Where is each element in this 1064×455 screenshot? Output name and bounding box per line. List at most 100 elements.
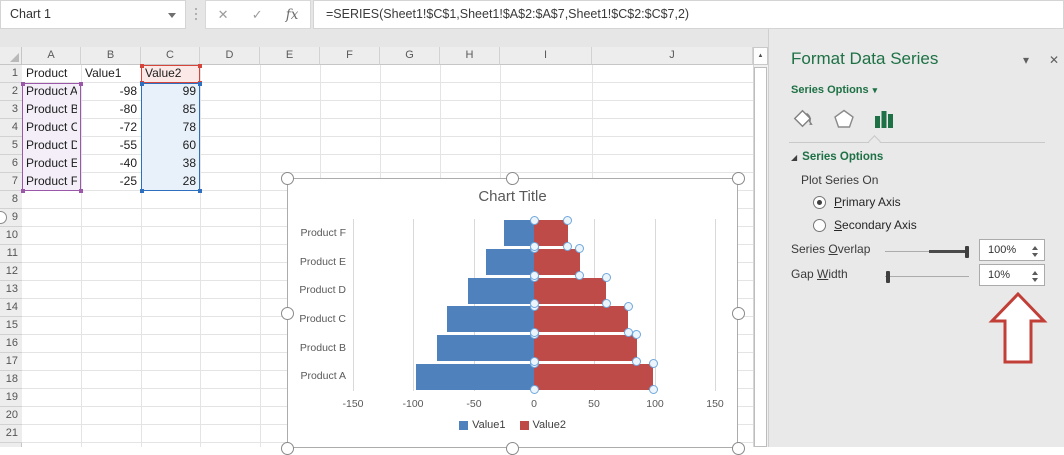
data-point-handle[interactable] xyxy=(575,270,585,280)
cell-A5[interactable]: Product D xyxy=(26,138,77,152)
row-header-4[interactable]: 4 xyxy=(0,119,22,137)
data-point-handle[interactable] xyxy=(529,270,539,280)
data-point-handle[interactable] xyxy=(632,356,642,366)
cell-A7[interactable]: Product F xyxy=(26,174,77,188)
chart-frame-handle[interactable] xyxy=(505,171,519,185)
cell-C1[interactable]: Value2 xyxy=(145,66,182,80)
bar-value1-product-e[interactable] xyxy=(485,248,534,276)
cell-B6[interactable]: -40 xyxy=(119,156,137,170)
cell-B7[interactable]: -25 xyxy=(119,174,137,188)
cell-C7[interactable]: 28 xyxy=(182,174,196,188)
pane-dropdown-icon[interactable]: ▾ xyxy=(1023,53,1030,67)
data-point-handle[interactable] xyxy=(601,299,611,309)
value-box-gap-width[interactable]: 10% xyxy=(979,264,1045,286)
cell-C5[interactable]: 60 xyxy=(182,138,196,152)
spin-down-icon[interactable] xyxy=(1032,277,1038,282)
cell-A6[interactable]: Product E xyxy=(26,156,77,170)
tab-series-options[interactable] xyxy=(869,104,899,134)
column-header-B[interactable]: B xyxy=(81,47,141,65)
chart-title[interactable]: Chart Title xyxy=(478,188,547,205)
bar-value1-product-a[interactable] xyxy=(415,363,534,390)
row-header-21[interactable]: 21 xyxy=(0,425,22,443)
cancel-icon[interactable]: ✕ xyxy=(217,6,229,22)
row-header-11[interactable]: 11 xyxy=(0,245,22,263)
cell-A3[interactable]: Product B xyxy=(26,102,77,116)
enter-icon[interactable]: ✓ xyxy=(251,6,263,22)
cell-B5[interactable]: -55 xyxy=(119,138,137,152)
cell-A2[interactable]: Product A xyxy=(26,84,77,98)
row-header-2[interactable]: 2 xyxy=(0,83,22,101)
select-all-corner[interactable] xyxy=(0,47,22,65)
data-point-handle[interactable] xyxy=(648,359,658,369)
chart-area[interactable]: Chart Title Value1 Value2 Product A Produc… xyxy=(280,171,745,455)
row-header-1[interactable]: 1 xyxy=(0,65,22,83)
chart-frame-handle[interactable] xyxy=(731,306,745,320)
data-point-handle[interactable] xyxy=(563,215,573,225)
chart-frame-handle[interactable] xyxy=(280,171,294,185)
formula-bar[interactable]: =SERIES(Sheet1!$C$1,Sheet1!$A$2:$A$7,She… xyxy=(313,0,1064,29)
chart-frame-handle[interactable] xyxy=(280,441,294,455)
column-header-G[interactable]: G xyxy=(380,47,440,65)
cell-C2[interactable]: 99 xyxy=(182,84,196,98)
cell-A4[interactable]: Product C xyxy=(26,120,77,134)
data-point-handle[interactable] xyxy=(623,327,633,337)
row-header-17[interactable]: 17 xyxy=(0,353,22,371)
data-point-handle[interactable] xyxy=(529,215,539,225)
value-box-series-overlap[interactable]: 100% xyxy=(979,239,1045,261)
row-header-10[interactable]: 10 xyxy=(0,227,22,245)
bar-value2-product-b[interactable] xyxy=(534,334,637,362)
data-point-handle[interactable] xyxy=(529,327,539,337)
tab-fill-line[interactable] xyxy=(789,104,819,134)
data-point-handle[interactable] xyxy=(529,385,539,395)
spin-up-icon[interactable] xyxy=(1032,245,1038,250)
slider-track-series-overlap[interactable] xyxy=(885,251,969,252)
legend-value1[interactable]: Value1 xyxy=(459,419,506,431)
data-point-handle[interactable] xyxy=(648,385,658,395)
slider-track-gap-width[interactable] xyxy=(885,276,969,277)
chart-frame-handle[interactable] xyxy=(731,171,745,185)
spinner-buttons[interactable] xyxy=(1030,240,1040,262)
data-point-handle[interactable] xyxy=(529,299,539,309)
radio-primary-axis[interactable]: Primary Axis xyxy=(813,195,901,209)
bar-value1-product-d[interactable] xyxy=(467,277,534,304)
bar-value2-product-e[interactable] xyxy=(534,248,580,276)
data-point-handle[interactable] xyxy=(632,330,642,340)
bar-value1-product-c[interactable] xyxy=(447,306,534,333)
cell-B3[interactable]: -80 xyxy=(119,102,137,116)
cell-B2[interactable]: -98 xyxy=(119,84,137,98)
pane-subtitle[interactable]: Series Options ▾ xyxy=(791,84,878,96)
column-header-H[interactable]: H xyxy=(440,47,500,65)
scroll-up-icon[interactable]: ▲ xyxy=(753,47,768,65)
slider-thumb-gap-width[interactable] xyxy=(886,270,891,283)
cell-C6[interactable]: 38 xyxy=(182,156,196,170)
bar-value2-product-f[interactable] xyxy=(534,220,568,247)
row-header-5[interactable]: 5 xyxy=(0,137,22,155)
radio-circle[interactable] xyxy=(813,218,826,232)
spinner-buttons[interactable] xyxy=(1030,265,1040,287)
column-header-A[interactable]: A xyxy=(22,47,81,65)
cell-B4[interactable]: -72 xyxy=(119,120,137,134)
slider-thumb-series-overlap[interactable] xyxy=(965,245,969,258)
column-header-J[interactable]: J xyxy=(592,47,753,65)
row-header-15[interactable]: 15 xyxy=(0,317,22,335)
tab-effects[interactable] xyxy=(829,104,859,134)
cell-C4[interactable]: 78 xyxy=(182,120,196,134)
radio-circle[interactable] xyxy=(813,195,826,209)
legend-value2[interactable]: Value2 xyxy=(519,419,566,431)
row-header-18[interactable]: 18 xyxy=(0,371,22,389)
cell-A1[interactable]: Product xyxy=(26,66,68,80)
name-box[interactable]: Chart 1 xyxy=(0,0,186,29)
chart-frame-handle[interactable] xyxy=(505,441,519,455)
cell-B1[interactable]: Value1 xyxy=(85,66,122,80)
data-point-handle[interactable] xyxy=(601,273,611,283)
series-options-section-header[interactable]: ◢ Series Options xyxy=(791,151,884,163)
data-point-handle[interactable] xyxy=(529,241,539,251)
name-box-dropdown-icon[interactable] xyxy=(168,13,176,18)
row-header-8[interactable]: 8 xyxy=(0,191,22,209)
spin-down-icon[interactable] xyxy=(1032,252,1038,257)
bar-value1-product-b[interactable] xyxy=(437,334,534,362)
insert-function-icon[interactable]: fx xyxy=(285,6,299,23)
data-point-handle[interactable] xyxy=(529,356,539,366)
cell-C3[interactable]: 85 xyxy=(182,102,196,116)
spin-up-icon[interactable] xyxy=(1032,270,1038,275)
